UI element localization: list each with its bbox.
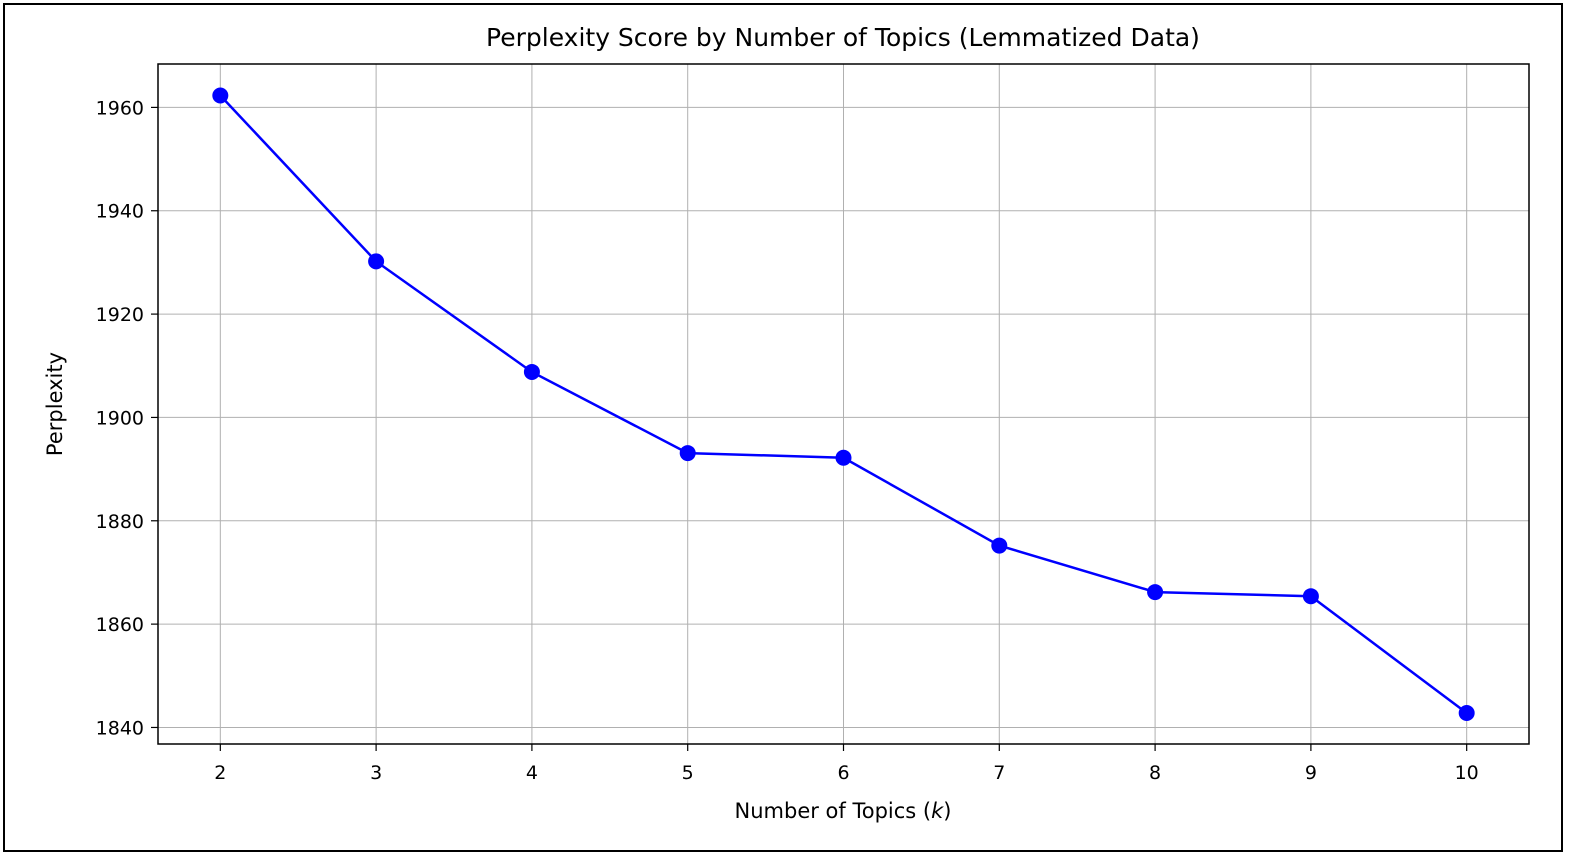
data-point bbox=[523, 363, 540, 380]
chart-title: Perplexity Score by Number of Topics (Le… bbox=[486, 23, 1200, 52]
y-axis-label: Perplexity bbox=[43, 352, 67, 456]
y-axis-ticks: 1840 1860 1880 1900 1920 1940 1960 bbox=[96, 97, 158, 739]
x-tick-label: 2 bbox=[214, 762, 226, 784]
x-tick-label: 3 bbox=[370, 762, 382, 784]
grid-lines bbox=[158, 64, 1529, 744]
y-tick-label: 1960 bbox=[96, 97, 144, 119]
data-point bbox=[679, 445, 696, 462]
series-group bbox=[212, 87, 1475, 721]
data-point bbox=[1302, 588, 1319, 605]
y-tick-label: 1900 bbox=[96, 407, 144, 429]
x-axis-label-variable: k bbox=[931, 799, 944, 823]
data-point bbox=[1458, 704, 1475, 721]
data-point bbox=[368, 253, 385, 270]
y-tick-label: 1840 bbox=[96, 717, 144, 739]
chart-frame bbox=[3, 3, 1563, 852]
data-point bbox=[1147, 584, 1164, 601]
x-tick-label: 10 bbox=[1455, 762, 1479, 784]
x-axis-label-suffix: ) bbox=[943, 799, 951, 823]
x-axis-label: Number of Topics (k) bbox=[735, 799, 952, 823]
data-point bbox=[212, 87, 229, 104]
x-axis-ticks: 2 3 4 5 6 7 8 9 10 bbox=[214, 744, 1479, 784]
x-axis-label-prefix: Number of Topics ( bbox=[735, 799, 932, 823]
data-point bbox=[835, 449, 852, 466]
y-tick-label: 1880 bbox=[96, 511, 144, 533]
x-tick-label: 7 bbox=[993, 762, 1005, 784]
x-tick-label: 4 bbox=[526, 762, 538, 784]
x-tick-label: 8 bbox=[1149, 762, 1161, 784]
data-point bbox=[991, 537, 1008, 554]
x-tick-label: 5 bbox=[682, 762, 694, 784]
y-tick-label: 1860 bbox=[96, 614, 144, 636]
x-tick-label: 9 bbox=[1305, 762, 1317, 784]
x-tick-label: 6 bbox=[837, 762, 849, 784]
y-tick-label: 1920 bbox=[96, 304, 144, 326]
y-tick-label: 1940 bbox=[96, 201, 144, 223]
